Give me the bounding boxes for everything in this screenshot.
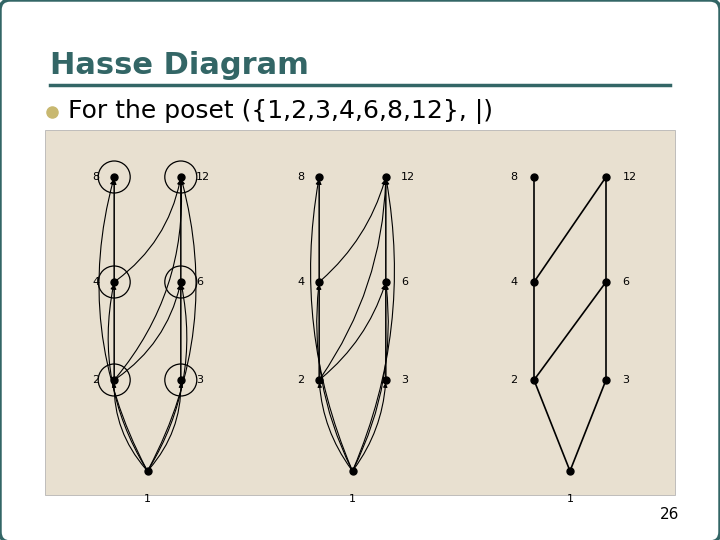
Text: Hasse Diagram: Hasse Diagram bbox=[50, 51, 309, 80]
Text: 4: 4 bbox=[510, 277, 518, 287]
FancyBboxPatch shape bbox=[45, 130, 675, 495]
Text: 1: 1 bbox=[349, 494, 356, 504]
Text: 4: 4 bbox=[297, 277, 305, 287]
Text: 4: 4 bbox=[92, 277, 99, 287]
Text: 2: 2 bbox=[510, 375, 518, 385]
Text: 6: 6 bbox=[623, 277, 629, 287]
Text: 3: 3 bbox=[401, 375, 408, 385]
Text: 2: 2 bbox=[297, 375, 305, 385]
Text: 12: 12 bbox=[401, 172, 415, 182]
Text: 3: 3 bbox=[623, 375, 629, 385]
Text: 12: 12 bbox=[196, 172, 210, 182]
Text: 6: 6 bbox=[196, 277, 203, 287]
Text: 2: 2 bbox=[92, 375, 99, 385]
Text: 8: 8 bbox=[510, 172, 518, 182]
Text: For the poset ({1,2,3,4,6,8,12}, |): For the poset ({1,2,3,4,6,8,12}, |) bbox=[68, 99, 493, 125]
Text: 6: 6 bbox=[401, 277, 408, 287]
Text: 12: 12 bbox=[623, 172, 637, 182]
Text: 1: 1 bbox=[567, 494, 574, 504]
Text: 8: 8 bbox=[92, 172, 99, 182]
Text: 26: 26 bbox=[660, 507, 680, 522]
Text: 3: 3 bbox=[196, 375, 203, 385]
Text: 1: 1 bbox=[144, 494, 151, 504]
Text: 8: 8 bbox=[297, 172, 305, 182]
